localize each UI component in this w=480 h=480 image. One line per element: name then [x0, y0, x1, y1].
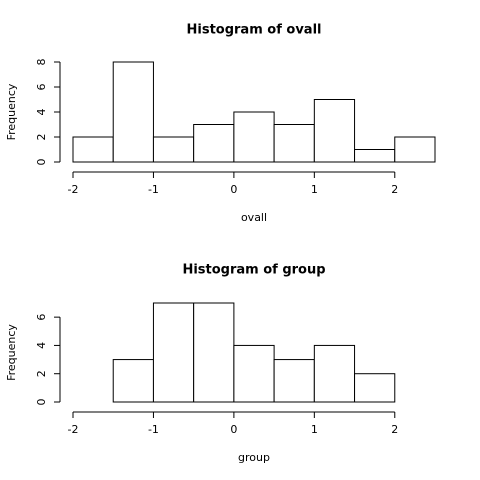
x-tick-label: 2: [391, 183, 398, 196]
y-tick-label: 6: [35, 84, 48, 91]
bar: [112, 359, 154, 403]
x-tick-label: 0: [230, 183, 237, 196]
x-tick-label: 1: [311, 423, 318, 436]
bar: [152, 302, 195, 403]
x-tick-label: 1: [311, 183, 318, 196]
bar: [313, 344, 356, 403]
bar: [394, 136, 436, 163]
x-axis-label: ovall: [241, 211, 267, 224]
bar: [193, 302, 235, 403]
y-tick-label: 8: [35, 59, 48, 66]
bar: [233, 111, 275, 163]
x-tick-label: 2: [391, 423, 398, 436]
x-axis-label: group: [238, 451, 270, 464]
bar: [354, 373, 396, 403]
y-axis-label: Frequency: [5, 83, 18, 140]
bar: [72, 136, 114, 163]
y-tick-label: 2: [35, 370, 48, 377]
x-tick-label: -1: [148, 423, 159, 436]
bar: [273, 359, 315, 403]
bar: [354, 149, 396, 163]
bar: [193, 124, 235, 163]
x-tick-label: -1: [148, 183, 159, 196]
y-tick-label: 2: [35, 134, 48, 141]
y-axis-label: Frequency: [5, 324, 18, 381]
chart-title: Histogram of group: [182, 263, 325, 278]
y-tick-label: 4: [35, 109, 48, 116]
x-tick-label: 0: [230, 423, 237, 436]
bar: [152, 136, 195, 163]
y-tick-label: 4: [35, 342, 48, 349]
x-tick-label: -2: [68, 183, 79, 196]
y-tick-label: 0: [35, 399, 48, 406]
bar: [313, 99, 356, 163]
bar: [273, 124, 315, 163]
y-tick-label: 0: [35, 159, 48, 166]
bar: [112, 61, 154, 163]
x-tick-label: -2: [68, 423, 79, 436]
bar: [233, 344, 275, 403]
y-tick-label: 6: [35, 314, 48, 321]
chart-title: Histogram of ovall: [187, 23, 322, 38]
